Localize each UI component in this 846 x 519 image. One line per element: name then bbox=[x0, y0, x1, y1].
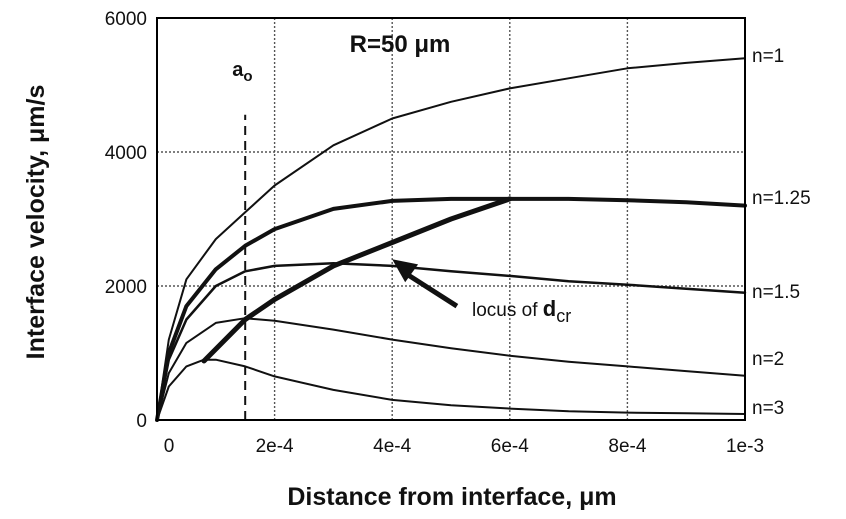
y-tick-label: 4000 bbox=[105, 143, 147, 164]
locus-label: locus of dcr bbox=[472, 296, 571, 326]
x-tick-label: 6e-4 bbox=[491, 436, 529, 457]
series-line bbox=[156, 57, 746, 421]
locus-arrowhead bbox=[392, 259, 419, 283]
x-tick-label: 4e-4 bbox=[373, 436, 411, 457]
series-label: n=3 bbox=[752, 398, 784, 419]
series-line bbox=[155, 196, 747, 422]
series-line bbox=[155, 261, 747, 422]
y-tick-label: 2000 bbox=[105, 277, 147, 298]
y-tick-label: 0 bbox=[136, 411, 147, 432]
series-lines bbox=[155, 57, 747, 422]
x-tick-label: 1e-3 bbox=[726, 436, 764, 457]
ao-marker-label: ao bbox=[232, 59, 252, 85]
locus-arrow bbox=[400, 269, 459, 309]
y-axis-title: Interface velocity, μm/s bbox=[22, 85, 50, 360]
series-label: n=2 bbox=[752, 349, 784, 370]
annotations: locus of dcr ao bbox=[201, 59, 571, 420]
series-line bbox=[156, 358, 746, 421]
y-tick-label: 6000 bbox=[105, 9, 147, 30]
tick-labels: 0 2e-4 4e-4 6e-4 8e-4 1e-3 0 2000 4000 6000 bbox=[105, 9, 764, 457]
locus-line bbox=[201, 196, 513, 364]
x-tick-label: 8e-4 bbox=[608, 436, 646, 457]
x-axis-title: Distance from interface, μm bbox=[287, 483, 616, 511]
plot-frame bbox=[156, 17, 746, 421]
series-label: n=1.5 bbox=[752, 282, 800, 303]
chart-title: R=50 μm bbox=[350, 31, 451, 58]
series-labels: n=1 n=1.25 n=1.5 n=2 n=3 bbox=[752, 46, 811, 419]
x-tick-label: 2e-4 bbox=[256, 436, 294, 457]
series-label: n=1.25 bbox=[752, 188, 811, 209]
series-line bbox=[156, 317, 746, 421]
x-tick-label: 0 bbox=[164, 436, 175, 457]
series-label: n=1 bbox=[752, 46, 784, 67]
